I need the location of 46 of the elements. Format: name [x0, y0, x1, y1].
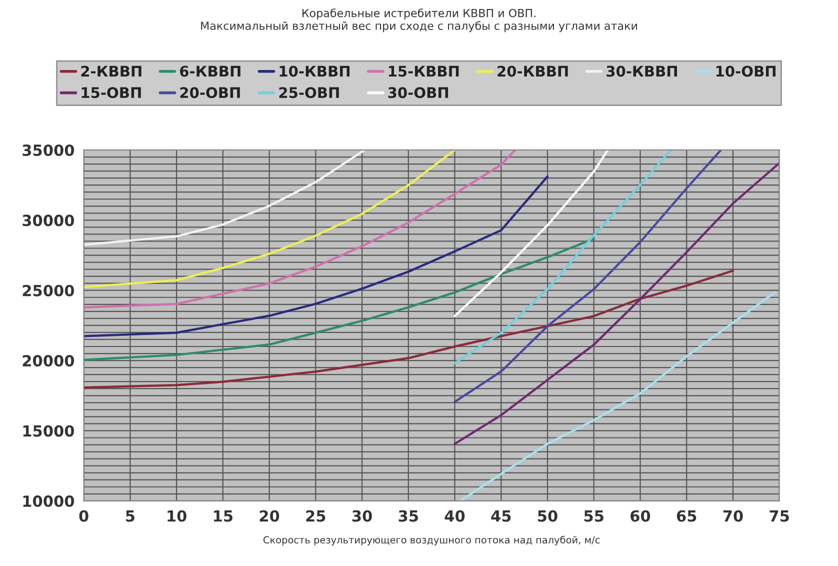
x-tick-label: 55 [584, 510, 604, 522]
legend-label: 30-ОВП [388, 87, 448, 98]
line-series [454, 150, 722, 403]
legend-label: 15-ОВП [82, 87, 141, 98]
x-tick-label: 15 [214, 510, 232, 522]
line-series [459, 291, 776, 501]
line-series [84, 150, 516, 308]
x-tick-label: 40 [444, 510, 465, 522]
legend-label: 20-ОВП [180, 87, 240, 98]
y-tick-label: 15000 [23, 425, 74, 437]
x-tick-label: 50 [538, 510, 558, 522]
y-tick-label: 20000 [22, 355, 74, 367]
line-series [454, 150, 672, 364]
x-tick-label: 5 [126, 510, 134, 522]
x-tick-label: 75 [770, 510, 789, 522]
x-tick-label: 45 [491, 510, 511, 522]
line-series [454, 162, 780, 445]
chart-title: Корабельные истребители КВВП и ОВП. Максимальный взлетный вес при сходе с палубы с разными углами атаки [201, 8, 637, 32]
legend-label: 6-КВВП [180, 66, 240, 77]
x-tick-label: 30 [352, 510, 372, 522]
line-series [84, 238, 595, 361]
line-series [454, 150, 609, 318]
legend-label: 25-ОВП [279, 87, 339, 98]
legend-label: 20-КВВП [498, 66, 568, 77]
y-tick-label: 35000 [22, 144, 74, 156]
legend-label: 10-КВВП [280, 66, 350, 77]
x-tick-label: 0 [79, 510, 88, 522]
y-tick-label: 10000 [23, 495, 74, 507]
x-tick-label: 70 [723, 510, 743, 522]
x-tick-label: 25 [306, 510, 326, 522]
x-tick-label: 20 [260, 510, 280, 522]
x-tick-label: 10 [168, 510, 186, 522]
legend-label: 2-КВВП [81, 66, 142, 77]
y-tick-label: 30000 [22, 214, 74, 226]
line-series [84, 150, 366, 246]
legend-label: 15-КВВП [388, 66, 459, 77]
x-tick-label: 60 [630, 510, 650, 522]
y-tick-label: 25000 [22, 284, 74, 296]
line-series [84, 270, 734, 389]
legend-label: 10-ОВП [716, 66, 776, 77]
x-tick-label: 35 [398, 510, 418, 522]
line-series [84, 150, 456, 288]
x-axis-title: Скорость результирующего воздушного потока над палубой, м/с [263, 536, 600, 546]
legend-label: 30-КВВП [606, 66, 677, 77]
x-tick-label: 65 [676, 510, 696, 522]
line-series [84, 175, 549, 338]
